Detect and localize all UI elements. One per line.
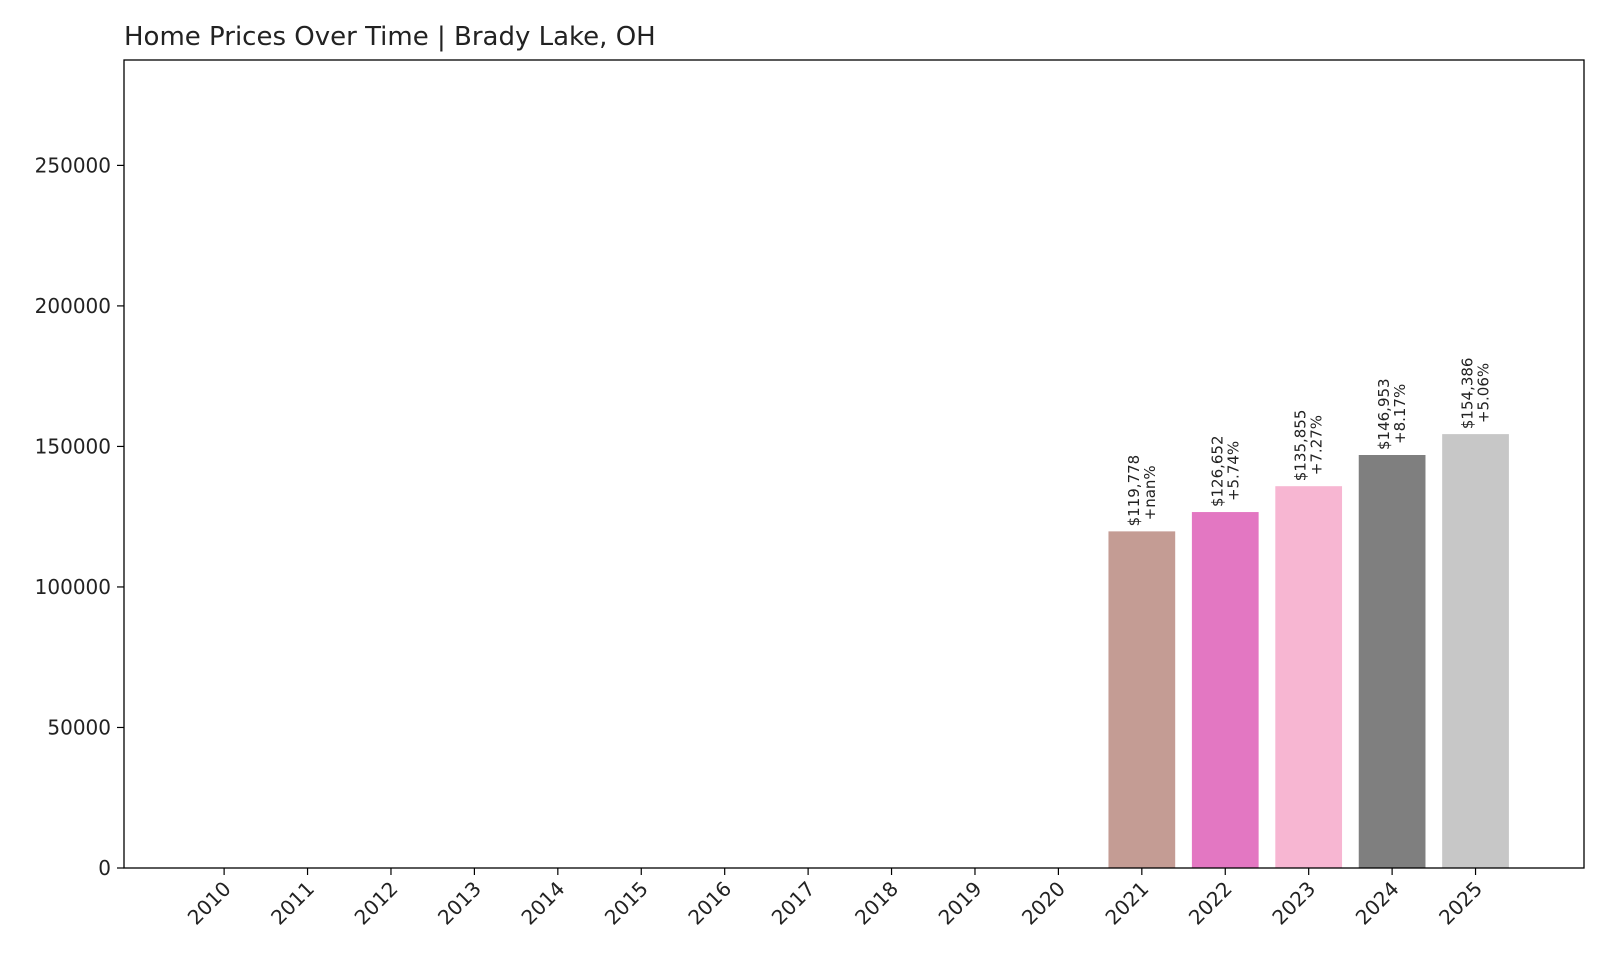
chart-title: Home Prices Over Time | Brady Lake, OH xyxy=(124,22,656,52)
bar-change-label: +5.74% xyxy=(1224,441,1242,501)
plot-frame xyxy=(123,59,1585,869)
x-tick-label: 2021 xyxy=(1100,877,1153,930)
x-tick-label: 2023 xyxy=(1267,877,1320,930)
x-tick-label: 2024 xyxy=(1351,877,1404,930)
x-tick-label: 2022 xyxy=(1184,877,1237,930)
bars-layer xyxy=(1108,434,1509,868)
x-axis: 2010 2011 2012 2013 2014 2015 2016 2017 2018 2019… xyxy=(183,868,1487,930)
bar-change-label: +7.27% xyxy=(1308,415,1326,475)
bar-value-label: $126,652 xyxy=(1208,435,1226,507)
bar-value-label: $119,778 xyxy=(1125,455,1143,527)
x-tick-label: 2025 xyxy=(1434,877,1487,930)
x-tick-label: 2015 xyxy=(600,877,653,930)
bar-2024 xyxy=(1358,455,1426,868)
y-tick-label: 100000 xyxy=(35,575,111,599)
x-tick-label: 2016 xyxy=(683,877,736,930)
x-tick-label: 2011 xyxy=(266,877,319,930)
y-tick-label: 50000 xyxy=(47,715,111,739)
bar-value-label: $135,855 xyxy=(1292,410,1310,482)
bar-2023 xyxy=(1275,486,1343,868)
x-tick-label: 2010 xyxy=(183,877,236,930)
bar-change-label: +5.06% xyxy=(1475,363,1493,423)
bar-value-label: $154,386 xyxy=(1459,358,1477,430)
bar-2022 xyxy=(1191,512,1259,868)
bar-value-label: $146,953 xyxy=(1375,378,1393,450)
bar-change-label: +8.17% xyxy=(1391,384,1409,444)
x-tick-label: 2020 xyxy=(1017,877,1070,930)
x-tick-label: 2018 xyxy=(850,877,903,930)
bar-change-label: +nan% xyxy=(1141,465,1159,520)
y-tick-label: 150000 xyxy=(35,434,111,458)
y-tick-label: 250000 xyxy=(35,153,111,177)
y-tick-label: 0 xyxy=(98,856,111,880)
bar-2025 xyxy=(1442,434,1509,868)
y-axis: 0 50000 100000 150000 200000 250000 xyxy=(35,153,124,880)
y-tick-label: 200000 xyxy=(35,294,111,318)
x-tick-label: 2013 xyxy=(433,877,486,930)
x-tick-label: 2012 xyxy=(350,877,403,930)
bar-2021 xyxy=(1108,531,1176,868)
x-tick-label: 2017 xyxy=(767,877,820,930)
x-tick-label: 2019 xyxy=(934,877,987,930)
data-labels-layer: $119,778+nan% $126,652+5.74% $135,855+7.27… xyxy=(1125,358,1493,527)
x-tick-label: 2014 xyxy=(516,877,569,930)
